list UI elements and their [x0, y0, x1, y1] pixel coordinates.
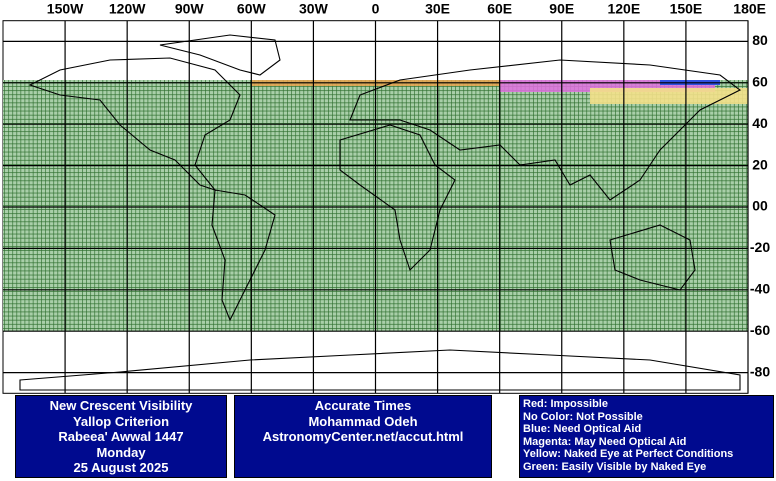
title-line: Rabeea' Awwal 1447	[58, 429, 184, 444]
x-tick-label: 60W	[237, 1, 267, 17]
y-tick-label: 60	[752, 74, 768, 90]
title-line: Yallop Criterion	[72, 413, 170, 429]
x-tick-label: 150W	[47, 1, 84, 17]
graticule	[3, 20, 749, 394]
x-tick-label: 90W	[175, 1, 205, 17]
x-tick-label: 30W	[299, 1, 329, 17]
title-line: 25 August 2025	[73, 460, 169, 475]
x-tick-label: 120E	[607, 1, 640, 17]
x-tick-label: 30E	[425, 1, 450, 17]
legend-line: No Color: Not Possible	[523, 410, 643, 423]
yellow-zone	[590, 88, 748, 104]
title-box: New Crescent Visibility Yallop Criterion R…	[15, 395, 227, 478]
y-tick-label: 00	[752, 198, 768, 214]
axis-labels: 150W 120W 90W 60W 30W 0 30E 60E 90E 120E 150E 180E 8…	[47, 1, 771, 380]
x-tick-label: 60E	[487, 1, 512, 17]
legend-box: Red: Impossible No Color: Not Possible Blu…	[519, 395, 774, 478]
y-tick-label: -80	[750, 363, 770, 379]
credit-box: Accurate Times Mohammad Odeh AstronomyCent…	[234, 395, 492, 478]
legend-line: Green: Easily Visible by Naked Eye	[523, 460, 707, 473]
x-tick-label: 0	[372, 1, 380, 17]
title-line: New Crescent Visibility	[49, 398, 193, 413]
legend-line: Magenta: May Need Optical Aid	[523, 435, 687, 448]
x-tick-label: 120W	[109, 1, 146, 17]
title-line: Monday	[96, 444, 146, 460]
credit-line: AstronomyCenter.net/accut.html	[262, 429, 464, 444]
y-tick-label: 20	[752, 156, 768, 172]
x-tick-label: 90E	[549, 1, 574, 17]
y-tick-label: -60	[750, 322, 770, 338]
y-tick-label: -40	[750, 281, 770, 297]
legend-line: Blue: Need Optical Aid	[523, 423, 642, 436]
x-tick-label: 150E	[670, 1, 703, 17]
y-tick-label: -20	[750, 239, 770, 255]
credit-line: Accurate Times	[314, 398, 412, 413]
y-tick-label: 40	[752, 115, 768, 131]
map: 150W 120W 90W 60W 30W 0 30E 60E 90E 120E 150E 180E 8…	[2, 1, 771, 394]
x-tick-label: 180E	[733, 1, 766, 17]
y-tick-label: 80	[752, 32, 768, 48]
credit-line: Mohammad Odeh	[308, 413, 418, 429]
legend-line: Red: Impossible	[523, 398, 608, 410]
legend-line: Yellow: Naked Eye at Perfect Conditions	[523, 448, 734, 461]
